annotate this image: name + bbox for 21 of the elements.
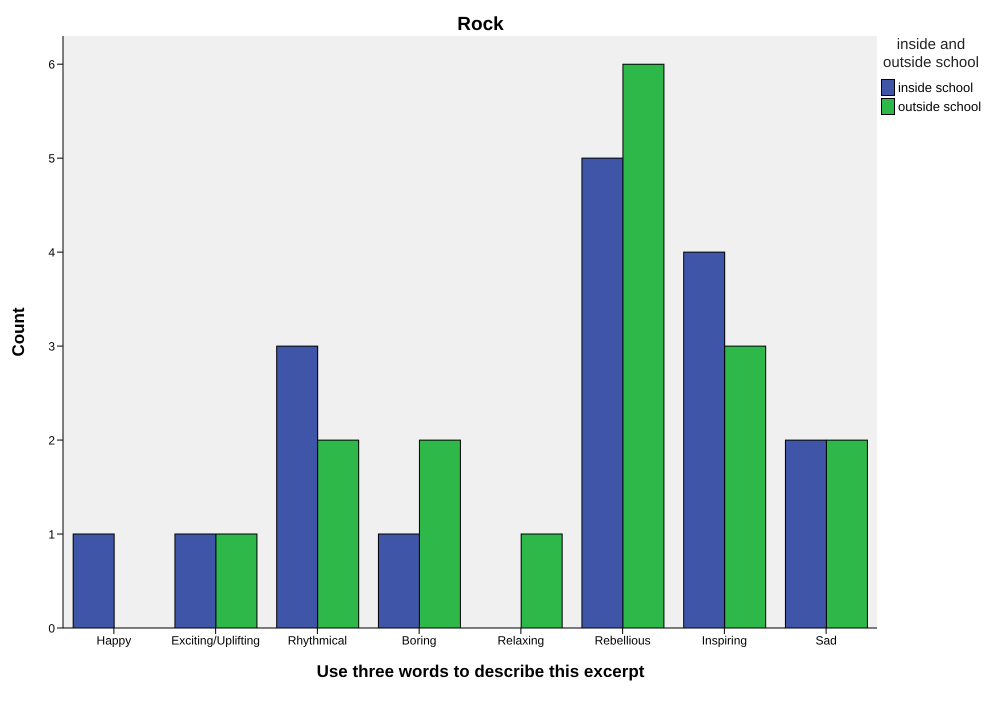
y-tick-label: 1 (48, 527, 56, 542)
y-tick-label: 2 (48, 433, 56, 448)
y-tick-label: 5 (48, 151, 56, 166)
x-tick-label: Happy (96, 634, 132, 648)
legend-title: inside and outside school (882, 36, 980, 72)
chart-title: Rock (456, 14, 505, 36)
x-tick-label: Rhythmical (288, 634, 348, 648)
y-tick-label: 0 (48, 621, 56, 636)
y-tick-label: 4 (48, 245, 56, 260)
x-tick-label: Rebellious (594, 634, 651, 648)
x-axis-title: Use three words to describe this excerpt (316, 662, 646, 682)
y-axis-title: Count (9, 307, 28, 357)
legend-label: inside school (898, 80, 974, 95)
x-tick-label: Boring (402, 634, 436, 648)
x-tick-label: Sad (815, 634, 837, 648)
x-tick-label: Relaxing (498, 634, 544, 648)
legend-label: outside school (898, 99, 982, 114)
y-tick-label: 6 (48, 57, 56, 72)
y-tick-label: 3 (48, 339, 56, 354)
x-tick-label: Exciting/Uplifting (171, 634, 260, 648)
x-tick-label: Inspiring (702, 634, 748, 648)
